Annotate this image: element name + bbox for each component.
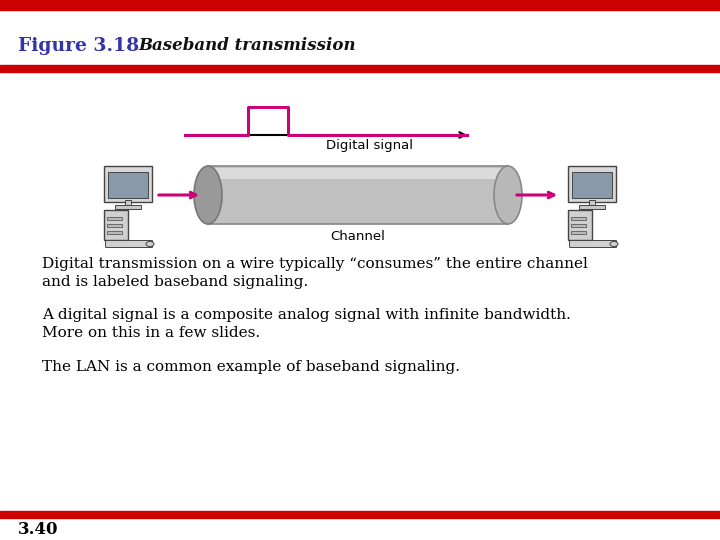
FancyBboxPatch shape <box>568 166 616 202</box>
Text: 3.40: 3.40 <box>18 521 58 537</box>
Bar <box>568 210 592 240</box>
Ellipse shape <box>610 241 618 246</box>
Text: The LAN is a common example of baseband signaling.: The LAN is a common example of baseband … <box>42 360 460 374</box>
Bar <box>108 172 148 198</box>
Bar <box>0 65 720 72</box>
Text: A digital signal is a composite analog signal with infinite bandwidth.: A digital signal is a composite analog s… <box>42 308 571 322</box>
Text: Digital signal: Digital signal <box>326 138 413 152</box>
Ellipse shape <box>494 166 522 224</box>
Bar <box>0 511 720 518</box>
Bar <box>107 231 122 234</box>
Bar <box>107 224 122 227</box>
Text: and is labeled baseband signaling.: and is labeled baseband signaling. <box>42 275 308 289</box>
Bar <box>107 217 122 220</box>
Bar <box>208 168 508 179</box>
Bar <box>571 231 586 234</box>
Bar <box>115 205 141 209</box>
Ellipse shape <box>146 241 154 246</box>
FancyBboxPatch shape <box>570 240 616 247</box>
Bar <box>579 205 605 209</box>
Text: Digital transmission on a wire typically “consumes” the entire channel: Digital transmission on a wire typically… <box>42 257 588 271</box>
Text: Figure 3.18: Figure 3.18 <box>18 37 139 55</box>
Bar <box>125 200 131 206</box>
Bar <box>572 172 612 198</box>
Text: More on this in a few slides.: More on this in a few slides. <box>42 326 260 340</box>
Bar <box>104 210 128 240</box>
Bar <box>208 166 508 224</box>
Text: Baseband transmission: Baseband transmission <box>138 37 356 55</box>
Bar <box>0 0 720 10</box>
Bar <box>589 200 595 206</box>
FancyBboxPatch shape <box>104 166 152 202</box>
Bar <box>571 217 586 220</box>
Ellipse shape <box>194 166 222 224</box>
FancyBboxPatch shape <box>106 240 153 247</box>
Bar <box>571 224 586 227</box>
Text: Channel: Channel <box>330 231 385 244</box>
